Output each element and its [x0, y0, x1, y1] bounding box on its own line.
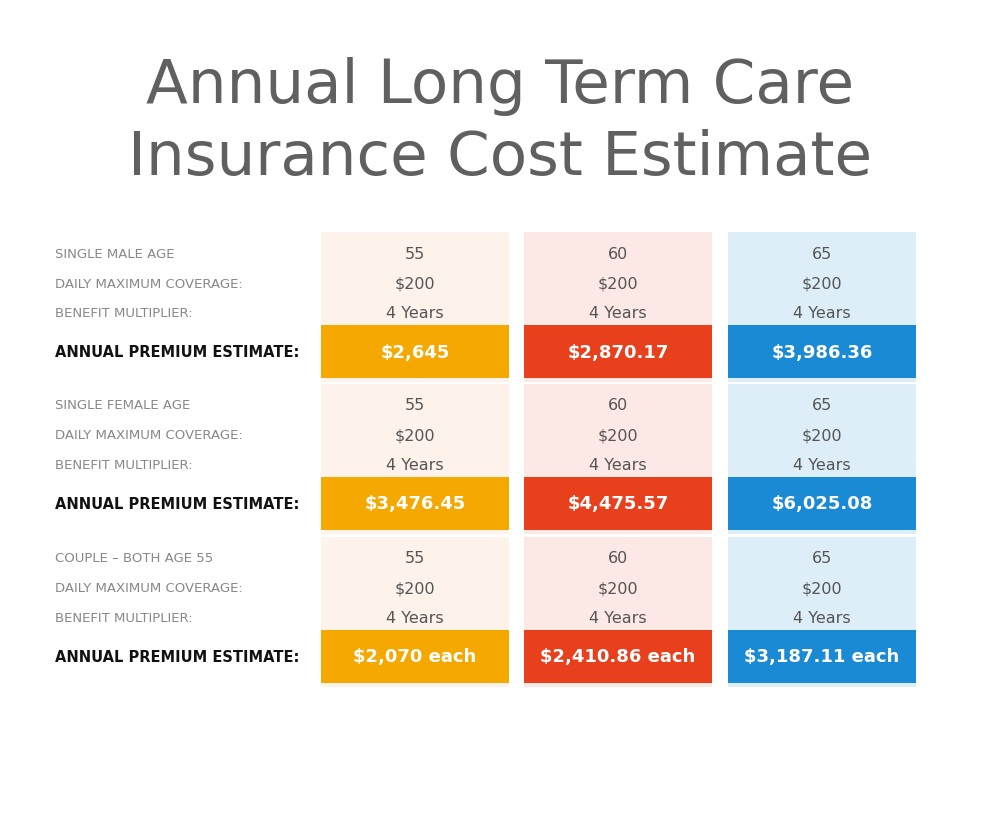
Text: 65: 65	[812, 246, 832, 261]
Text: SINGLE FEMALE AGE: SINGLE FEMALE AGE	[55, 399, 190, 412]
Text: $200: $200	[395, 276, 435, 291]
Bar	[728, 385, 916, 534]
Text: $2,645: $2,645	[380, 343, 450, 361]
Text: $200: $200	[598, 428, 638, 442]
Text: $200: $200	[802, 276, 842, 291]
Text: 55: 55	[405, 398, 425, 413]
Text: SINGLE MALE AGE: SINGLE MALE AGE	[55, 247, 175, 261]
Bar	[321, 233, 509, 383]
Text: $3,476.45: $3,476.45	[364, 495, 466, 513]
Bar	[321, 630, 509, 683]
Text: DAILY MAXIMUM COVERAGE:: DAILY MAXIMUM COVERAGE:	[55, 277, 243, 290]
Text: COUPLE – BOTH AGE 55: COUPLE – BOTH AGE 55	[55, 552, 213, 565]
Bar	[728, 326, 916, 379]
Text: $200: $200	[395, 428, 435, 442]
Text: $200: $200	[598, 581, 638, 595]
Text: 55: 55	[405, 551, 425, 566]
Text: 65: 65	[812, 551, 832, 566]
Bar	[524, 233, 712, 383]
Text: 4 Years: 4 Years	[386, 610, 444, 625]
Bar	[321, 538, 509, 687]
Text: $6,025.08: $6,025.08	[771, 495, 873, 513]
Text: 4 Years: 4 Years	[386, 306, 444, 321]
Text: $2,870.17: $2,870.17	[567, 343, 669, 361]
Text: $3,187.11 each: $3,187.11 each	[744, 648, 900, 666]
Text: $2,410.86 each: $2,410.86 each	[540, 648, 696, 666]
Text: BENEFIT MULTIPLIER:: BENEFIT MULTIPLIER:	[55, 307, 193, 320]
Text: $200: $200	[802, 581, 842, 595]
Text: 4 Years: 4 Years	[793, 306, 851, 321]
Text: $3,986.36: $3,986.36	[771, 343, 873, 361]
Bar	[728, 233, 916, 383]
Bar	[524, 385, 712, 534]
Text: BENEFIT MULTIPLIER:: BENEFIT MULTIPLIER:	[55, 458, 193, 471]
Bar	[321, 326, 509, 379]
Text: 4 Years: 4 Years	[589, 457, 647, 472]
Text: $200: $200	[395, 581, 435, 595]
Text: $2,070 each: $2,070 each	[353, 648, 477, 666]
Text: Annual Long Term Care: Annual Long Term Care	[146, 57, 854, 117]
Text: DAILY MAXIMUM COVERAGE:: DAILY MAXIMUM COVERAGE:	[55, 581, 243, 595]
Text: ANNUAL PREMIUM ESTIMATE:: ANNUAL PREMIUM ESTIMATE:	[55, 496, 299, 511]
Bar	[728, 538, 916, 687]
Text: $4,475.57: $4,475.57	[567, 495, 669, 513]
Text: Insurance Cost Estimate: Insurance Cost Estimate	[128, 129, 872, 189]
Bar	[524, 538, 712, 687]
Text: 55: 55	[405, 246, 425, 261]
Bar	[524, 630, 712, 683]
Bar	[524, 326, 712, 379]
Bar	[728, 630, 916, 683]
Text: 65: 65	[812, 398, 832, 413]
Bar	[524, 477, 712, 530]
Text: BENEFIT MULTIPLIER:: BENEFIT MULTIPLIER:	[55, 611, 193, 624]
Text: 4 Years: 4 Years	[589, 610, 647, 625]
Bar	[321, 385, 509, 534]
Text: $200: $200	[598, 276, 638, 291]
Text: 4 Years: 4 Years	[386, 457, 444, 472]
Text: ANNUAL PREMIUM ESTIMATE:: ANNUAL PREMIUM ESTIMATE:	[55, 345, 299, 360]
Text: 4 Years: 4 Years	[793, 610, 851, 625]
Text: ANNUAL PREMIUM ESTIMATE:: ANNUAL PREMIUM ESTIMATE:	[55, 649, 299, 664]
Text: DAILY MAXIMUM COVERAGE:: DAILY MAXIMUM COVERAGE:	[55, 428, 243, 442]
Text: 4 Years: 4 Years	[793, 457, 851, 472]
Text: 60: 60	[608, 398, 628, 413]
Text: 4 Years: 4 Years	[589, 306, 647, 321]
Bar	[321, 477, 509, 530]
Text: $200: $200	[802, 428, 842, 442]
Text: 60: 60	[608, 551, 628, 566]
Bar	[728, 477, 916, 530]
Text: 60: 60	[608, 246, 628, 261]
